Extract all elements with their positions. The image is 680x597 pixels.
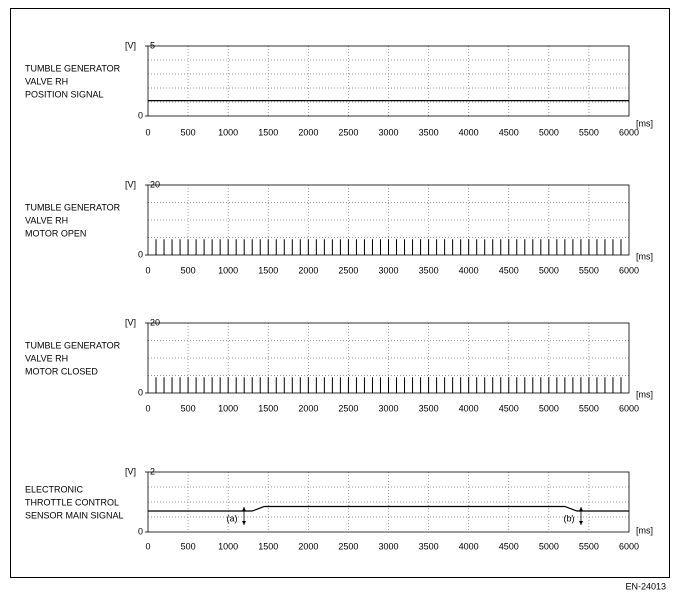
- x-tick-label: 1500: [258, 127, 278, 137]
- chart-title: TUMBLE GENERATOR: [25, 340, 121, 350]
- chart-title: MOTOR OPEN: [25, 228, 86, 238]
- x-tick-label: 2500: [338, 127, 358, 137]
- x-tick-label: 4000: [459, 127, 479, 137]
- x-tick-label: 1000: [218, 541, 238, 551]
- x-tick-label: 0: [145, 265, 150, 275]
- x-tick-label: 3500: [419, 127, 439, 137]
- x-tick-label: 500: [181, 265, 196, 275]
- x-tick-label: 0: [145, 403, 150, 413]
- y-tick-label: 20: [150, 179, 160, 189]
- x-tick-label: 1500: [258, 403, 278, 413]
- x-unit: [ms]: [636, 118, 653, 128]
- y-unit: [V]: [125, 40, 136, 50]
- x-tick-label: 5500: [579, 127, 599, 137]
- chart-title: ELECTRONIC: [25, 484, 84, 494]
- chart-title: SENSOR MAIN SIGNAL: [25, 510, 124, 520]
- x-tick-label: 6000: [619, 127, 639, 137]
- plot-frame: [147, 45, 630, 117]
- chart-title: VALVE RH: [25, 76, 68, 86]
- annotation: (a): [227, 513, 238, 523]
- y-tick-label: 0: [138, 249, 143, 259]
- x-tick-label: 1500: [258, 541, 278, 551]
- plot-frame: [147, 471, 630, 533]
- x-tick-label: 3000: [378, 127, 398, 137]
- x-tick-label: 3000: [378, 541, 398, 551]
- figure-code: EN-24013: [625, 581, 666, 591]
- chart-title: VALVE RH: [25, 215, 68, 225]
- x-tick-label: 4500: [499, 541, 519, 551]
- x-tick-label: 4000: [459, 541, 479, 551]
- x-tick-label: 500: [181, 403, 196, 413]
- x-tick-label: 4500: [499, 127, 519, 137]
- x-tick-label: 4500: [499, 403, 519, 413]
- x-tick-label: 1000: [218, 127, 238, 137]
- annotation: (b): [564, 513, 575, 523]
- x-tick-label: 5500: [579, 403, 599, 413]
- y-unit: [V]: [125, 179, 136, 189]
- x-tick-label: 4500: [499, 265, 519, 275]
- chart-title: TUMBLE GENERATOR: [25, 63, 121, 73]
- x-tick-label: 5500: [579, 541, 599, 551]
- x-tick-label: 4000: [459, 265, 479, 275]
- x-tick-label: 6000: [619, 265, 639, 275]
- x-tick-label: 500: [181, 541, 196, 551]
- chart-title: VALVE RH: [25, 353, 68, 363]
- x-tick-label: 2000: [298, 265, 318, 275]
- x-tick-label: 3000: [378, 265, 398, 275]
- x-tick-label: 5000: [539, 127, 559, 137]
- y-unit: [V]: [125, 317, 136, 327]
- frame: [10, 8, 670, 578]
- x-tick-label: 2000: [298, 403, 318, 413]
- x-tick-label: 2000: [298, 127, 318, 137]
- y-tick-label: 0: [138, 387, 143, 397]
- x-tick-label: 3500: [419, 403, 439, 413]
- x-unit: [ms]: [636, 251, 653, 261]
- x-tick-label: 2500: [338, 265, 358, 275]
- x-tick-label: 2000: [298, 541, 318, 551]
- x-tick-label: 2500: [338, 541, 358, 551]
- x-tick-label: 5500: [579, 265, 599, 275]
- x-tick-label: 5000: [539, 403, 559, 413]
- chart-title: THROTTLE CONTROL: [25, 497, 119, 507]
- x-tick-label: 1000: [218, 265, 238, 275]
- x-unit: [ms]: [636, 525, 653, 535]
- chart-title: POSITION SIGNAL: [25, 89, 104, 99]
- x-tick-label: 0: [145, 127, 150, 137]
- x-unit: [ms]: [636, 389, 653, 399]
- y-unit: [V]: [125, 466, 136, 476]
- y-tick-label: 20: [150, 317, 160, 327]
- x-tick-label: 2500: [338, 403, 358, 413]
- x-tick-label: 3500: [419, 541, 439, 551]
- chart-title: TUMBLE GENERATOR: [25, 202, 121, 212]
- y-tick-label: 0: [138, 110, 143, 120]
- x-tick-label: 1000: [218, 403, 238, 413]
- x-tick-label: 5000: [539, 265, 559, 275]
- y-tick-label: 5: [150, 40, 155, 50]
- x-tick-label: 5000: [539, 541, 559, 551]
- signal-line: [148, 505, 629, 512]
- x-tick-label: 3000: [378, 403, 398, 413]
- y-tick-label: 0: [138, 526, 143, 536]
- x-tick-label: 1500: [258, 265, 278, 275]
- x-tick-label: 3500: [419, 265, 439, 275]
- x-tick-label: 500: [181, 127, 196, 137]
- x-tick-label: 4000: [459, 403, 479, 413]
- y-tick-label: 2: [150, 466, 155, 476]
- chart-title: MOTOR CLOSED: [25, 366, 98, 376]
- x-tick-label: 6000: [619, 403, 639, 413]
- x-tick-label: 6000: [619, 541, 639, 551]
- x-tick-label: 0: [145, 541, 150, 551]
